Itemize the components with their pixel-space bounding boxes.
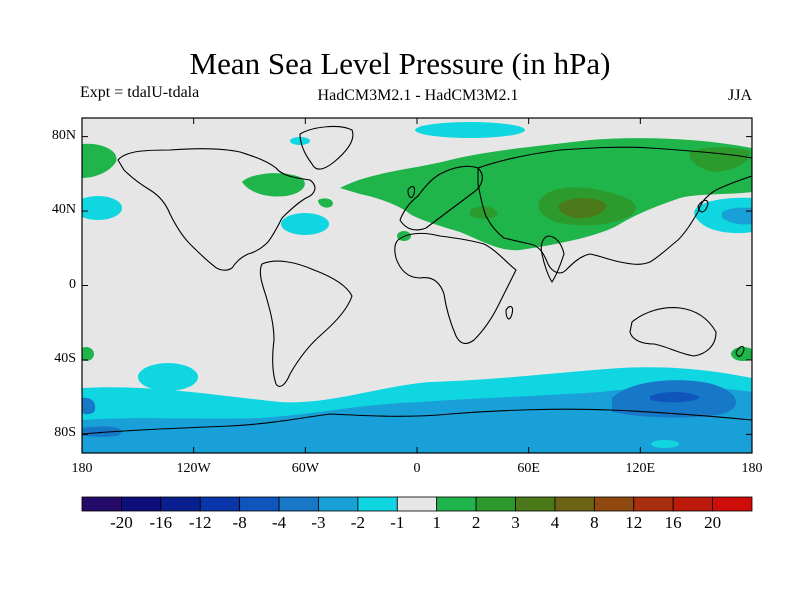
colorbar-swatch: [633, 496, 674, 512]
coastlines: [82, 125, 752, 435]
lon-tick-label: 180: [71, 461, 93, 476]
cyan-patch-north-atlantic: [281, 213, 329, 235]
lon-tick-label: 0: [413, 461, 421, 476]
axis-ticks: [81, 118, 753, 453]
colorbar-label: 4: [550, 513, 560, 532]
lat-tick-label: 80S: [54, 425, 76, 441]
map-title: Mean Sea Level Pressure (in hPa): [189, 46, 611, 81]
cyan-patch-south-pacific: [138, 363, 198, 391]
olive-core-central-asia: [558, 198, 607, 219]
colorbar-swatch: [396, 496, 438, 512]
green-patch-south-pacific-west: [82, 347, 94, 361]
colorbar-swatch: [436, 496, 477, 512]
green-patch-alaska: [82, 143, 117, 178]
coast-japan: [697, 199, 709, 213]
lon-tick-label: 60W: [291, 461, 319, 476]
southern-band-mid: [82, 386, 752, 453]
coast-north-america: [117, 148, 316, 271]
coast-madagascar: [505, 305, 514, 320]
colorbar-swatch: [593, 496, 635, 512]
colorbar: [81, 496, 753, 512]
green-patch-atlantic-east: [318, 198, 333, 208]
coast-australia: [629, 307, 717, 357]
coast-africa: [394, 232, 517, 345]
colorbar-label: 1: [432, 513, 441, 532]
colorbar-label: -16: [149, 513, 173, 532]
coast-europe: [399, 165, 483, 231]
coast-india: [540, 235, 565, 283]
experiment-label: Expt = tdalU-tdala: [80, 84, 200, 101]
lon-tick-label: 120E: [625, 461, 656, 476]
colorbar-swatch: [239, 496, 280, 512]
southern-low-west: [82, 397, 96, 415]
colorbar-label: 16: [664, 513, 682, 532]
coast-antarctica: [82, 408, 752, 435]
cyan-patch-arctic: [415, 122, 525, 138]
colorbar-label: -1: [390, 513, 405, 532]
colorbar-label: -12: [188, 513, 212, 532]
green-patch-north-america: [242, 173, 305, 197]
colorbar-label: 20: [704, 513, 722, 532]
blue-patch-north-west-pacific: [722, 207, 752, 225]
lon-tick-label: 180: [741, 461, 763, 476]
season-label: JJA: [728, 87, 753, 104]
colorbar-swatch: [475, 496, 516, 512]
colorbar-swatch: [318, 496, 359, 512]
lat-tick-label: 0: [69, 276, 76, 292]
colorbar-swatch: [278, 496, 319, 512]
dark-green-core-siberia: [689, 147, 750, 172]
colorbar-swatch: [554, 496, 595, 512]
colorbar-swatch: [515, 496, 556, 512]
cyan-patch-greenland: [290, 137, 310, 145]
dark-green-core-caspian: [470, 206, 498, 219]
southern-low-120e-inner: [650, 391, 700, 403]
colorbar-label: -4: [271, 513, 287, 532]
colorbar-label: -8: [232, 513, 247, 532]
colorbar-swatch: [160, 496, 201, 512]
colorbar-label: 2: [471, 513, 481, 532]
lat-tick-label: 40N: [51, 202, 76, 218]
colorbar-swatch: [81, 496, 122, 512]
cyan-patch-east-pacific: [82, 196, 122, 220]
lat-tick-label: 40S: [54, 350, 76, 366]
colorbar-label: 3: [511, 513, 520, 532]
colorbar-swatch: [712, 496, 753, 512]
map-field: [82, 118, 752, 453]
southern-low-west-band: [82, 426, 122, 437]
coast-greenland: [299, 125, 354, 170]
colorbar-label: 8: [590, 513, 599, 532]
colorbar-swatch: [199, 496, 241, 512]
cyan-patch-indian-ocean: [651, 440, 679, 448]
lon-tick-label: 120W: [176, 461, 211, 476]
colorbar-label: -3: [311, 513, 326, 532]
coast-uk: [407, 185, 416, 199]
colorbar-swatch: [121, 496, 162, 512]
green-patch-south-pacific-east: [731, 347, 752, 361]
colorbar-label: -2: [350, 513, 365, 532]
model-comparison-label: HadCM3M2.1 - HadCM3M2.1: [317, 87, 519, 104]
colorbar-swatch: [357, 496, 398, 512]
lat-tick-label: 80N: [51, 127, 76, 143]
coast-south-america: [259, 260, 353, 387]
colorbar-label: 12: [625, 513, 643, 532]
coast-asia: [477, 146, 752, 274]
lon-tick-label: 60E: [517, 461, 540, 476]
colorbar-swatch: [672, 496, 713, 512]
coast-new-zealand: [735, 345, 745, 358]
colorbar-label: -20: [110, 513, 133, 532]
